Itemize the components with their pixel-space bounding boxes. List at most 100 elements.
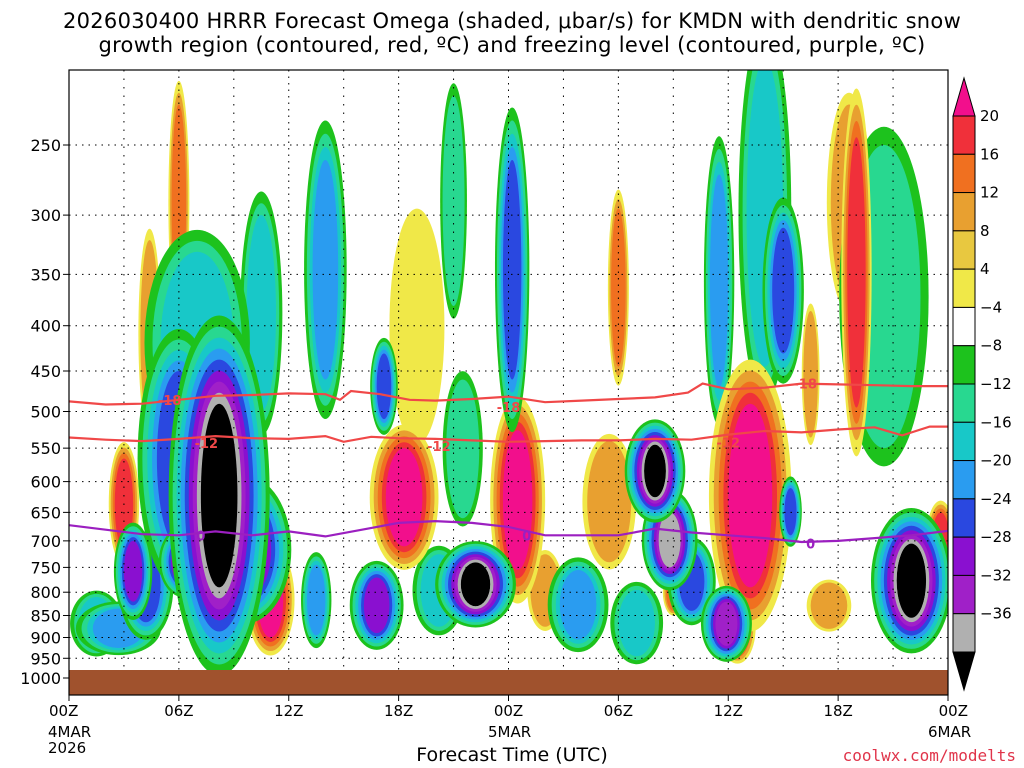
omega-feature xyxy=(349,560,404,650)
x-axis-title: Forecast Time (UTC) xyxy=(416,744,608,766)
y-tick-label: 950 xyxy=(30,649,61,668)
omega-shade-level xyxy=(123,540,143,602)
omega-feature xyxy=(806,579,852,632)
y-tick-label: 650 xyxy=(30,503,61,522)
omega-feature xyxy=(547,557,609,653)
colorbar-swatch xyxy=(952,536,976,576)
omega-feature xyxy=(801,303,820,446)
x-tick-label: 00Z xyxy=(494,702,523,720)
omega-feature xyxy=(700,585,752,662)
ground-below-surface xyxy=(69,670,948,695)
colorbar-bottom-arrow xyxy=(952,651,976,692)
omega-shade-level xyxy=(200,403,238,588)
colorbar-label: −24 xyxy=(980,490,1012,508)
omega-feature xyxy=(369,424,439,570)
omega-shade-level xyxy=(728,403,773,588)
colorbar-swatch xyxy=(952,574,976,615)
omega-feature xyxy=(607,189,629,386)
omega-shade-level xyxy=(772,227,795,354)
omega-shade-level xyxy=(715,601,738,646)
y-tick-label: 900 xyxy=(30,628,61,647)
y-tick-label: 250 xyxy=(30,136,61,155)
omega-feature xyxy=(494,107,530,433)
contour-label: -18 xyxy=(158,394,182,409)
omega-feature xyxy=(703,136,735,427)
omega-shade-level xyxy=(618,589,655,657)
omega-feature xyxy=(624,419,686,523)
omega-shade-outline xyxy=(642,442,668,500)
colorbar-label: −20 xyxy=(980,452,1012,470)
colorbar-label: 16 xyxy=(980,145,999,163)
omega-shade-level xyxy=(803,310,818,438)
x-tick-label: 12Z xyxy=(274,702,303,720)
colorbar-swatch xyxy=(952,153,976,194)
colorbar-swatch xyxy=(952,383,976,423)
omega-shade-level xyxy=(644,444,666,498)
omega-feature xyxy=(870,508,948,654)
omega-feature xyxy=(435,541,516,628)
colorbar-swatch xyxy=(952,268,976,308)
x-axis: 00Z 06Z 12Z 18Z 00Z 06Z 12Z 18Z 00Z xyxy=(49,695,968,720)
colorbar-label: 20 xyxy=(980,107,999,125)
contour-label: -18 xyxy=(497,401,521,416)
omega-shade-level xyxy=(587,441,632,563)
colorbar-swatch xyxy=(952,115,976,155)
omega-feature xyxy=(762,197,804,384)
credit-text: coolwx.com/modelts xyxy=(842,746,1016,765)
contour-label: -12 xyxy=(427,440,451,455)
colorbar-label: −28 xyxy=(980,528,1012,546)
y-tick-label: 550 xyxy=(30,439,61,458)
colorbar-label: 8 xyxy=(980,222,990,240)
contour-lines: -18 -18 -18 -12 -12 -12 0 0 0 xyxy=(69,378,948,553)
omega-shade-level xyxy=(389,208,445,445)
colorbar-label: −36 xyxy=(980,605,1012,623)
x-tick-label: 18Z xyxy=(384,702,413,720)
x-tick-label: 18Z xyxy=(823,702,852,720)
omega-shade-level xyxy=(658,512,681,568)
y-tick-label: 850 xyxy=(30,607,61,626)
colorbar-label: −4 xyxy=(980,298,1002,316)
x-tick-label: 06Z xyxy=(164,702,193,720)
y-tick-label: 450 xyxy=(30,362,61,381)
omega-shade-level xyxy=(502,160,522,380)
omega-feature xyxy=(113,522,153,620)
omega-feature xyxy=(610,581,664,665)
y-tick-label: 700 xyxy=(30,532,61,551)
omega-shade-outline xyxy=(894,541,929,621)
colorbar-swatch xyxy=(952,306,976,347)
colorbar-swatch xyxy=(952,613,976,653)
omega-feature xyxy=(442,371,483,527)
contour-line xyxy=(69,382,948,406)
omega-feature xyxy=(841,88,872,457)
y-tick-label: 800 xyxy=(30,583,61,602)
colorbar-swatch xyxy=(952,230,976,270)
omega-shade-level xyxy=(559,569,597,640)
omega-shade-level xyxy=(446,379,480,519)
x-tick-label: 12Z xyxy=(714,702,743,720)
y-tick-label: 750 xyxy=(30,558,61,577)
contour-line xyxy=(69,519,948,544)
y-tick-label: 300 xyxy=(30,206,61,225)
colorbar-swatch xyxy=(952,498,976,538)
omega-feature xyxy=(389,208,445,445)
omega-shade-level xyxy=(784,487,797,536)
omega-feature xyxy=(440,83,467,319)
y-tick-label: 500 xyxy=(30,403,61,422)
colorbar-label: −32 xyxy=(980,566,1012,584)
colorbar-label: −8 xyxy=(980,337,1002,355)
omega-shade-level xyxy=(709,174,729,388)
y-tick-label: 350 xyxy=(30,265,61,284)
omega-shade-level xyxy=(442,95,465,307)
contour-label: -12 xyxy=(717,437,741,452)
x-tick-label: 00Z xyxy=(939,702,968,720)
contour-label: -18 xyxy=(793,378,817,393)
omega-feature xyxy=(779,476,802,547)
omega-shade-level xyxy=(246,215,276,412)
colorbar-swatch xyxy=(952,421,976,462)
contour-label: 0 xyxy=(196,529,205,544)
omega-shade-outline xyxy=(458,560,493,609)
omega-shade-level xyxy=(847,137,866,408)
colorbar: 20 16 12 8 4 −4 −8 −12 −16 −20 −24 −28 −32 −36 xyxy=(952,76,1012,692)
chart-title-line-2: growth region (contoured, red, ºC) and f… xyxy=(98,33,926,57)
y-tick-label: 600 xyxy=(30,473,61,492)
